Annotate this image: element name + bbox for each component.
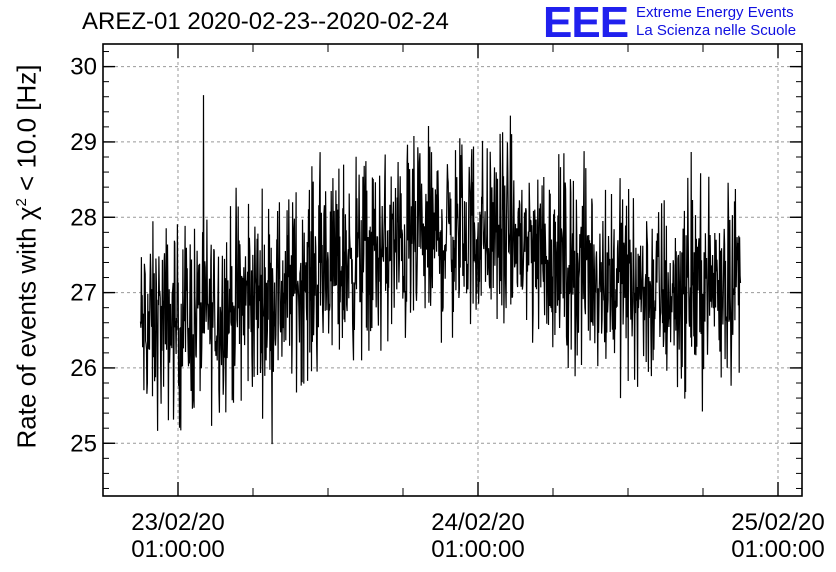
y-axis-label-exponent: 2	[12, 198, 30, 207]
y-tick-label: 26	[70, 355, 97, 382]
eee-logo: EEE	[543, 0, 629, 47]
y-tick-label: 25	[70, 430, 97, 457]
plot-frame	[102, 43, 803, 497]
x-tick-label-date: 24/02/20	[431, 509, 524, 536]
y-axis-label-prefix: Rate of events with	[11, 220, 42, 449]
x-tick-label-date: 25/02/20	[731, 509, 824, 536]
y-axis-label: Rate of events with χ2 < 10.0 [Hz]	[12, 47, 43, 467]
y-axis-label-suffix: < 10.0 [Hz]	[11, 64, 42, 199]
logo-line2: La Scienza nelle Scuole	[636, 22, 797, 39]
x-tick-label-time: 01:00:00	[731, 536, 824, 563]
y-axis-label-symbol: χ	[11, 206, 42, 221]
x-tick-label-time: 01:00:00	[431, 536, 524, 563]
y-tick-label: 29	[70, 129, 97, 156]
chart-title: AREZ-01 2020-02-23--2020-02-24	[82, 8, 449, 35]
x-tick-label-time: 01:00:00	[131, 536, 224, 563]
y-tick-label: 28	[70, 204, 97, 231]
y-tick-label: 30	[70, 54, 97, 81]
series-line-rate	[139, 95, 742, 445]
logo-line1: Extreme Energy Events	[636, 4, 794, 21]
y-tick-label: 27	[70, 280, 97, 307]
x-tick-label-date: 23/02/20	[131, 509, 224, 536]
